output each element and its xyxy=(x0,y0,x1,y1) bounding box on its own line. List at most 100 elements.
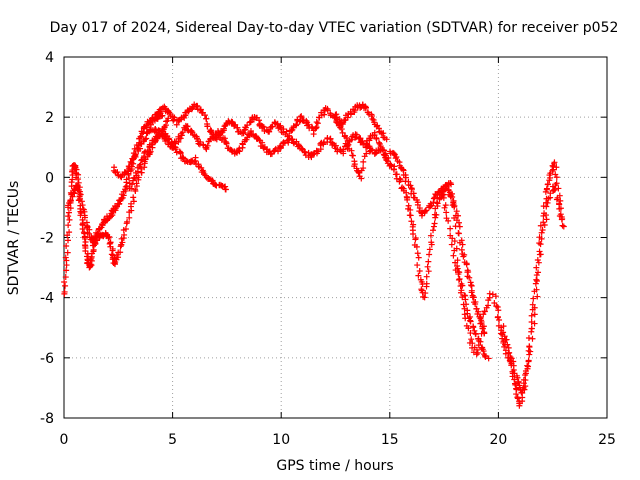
data-point xyxy=(455,230,462,237)
data-point xyxy=(464,310,471,317)
data-point xyxy=(203,115,210,122)
data-point xyxy=(313,119,320,126)
data-point xyxy=(421,208,428,215)
data-point xyxy=(552,181,559,188)
data-point xyxy=(465,325,472,332)
data-point xyxy=(441,204,448,211)
data-point xyxy=(407,206,414,213)
data-point xyxy=(455,212,462,219)
data-point xyxy=(119,239,126,246)
data-point xyxy=(130,198,137,205)
grid-lines xyxy=(64,57,607,418)
data-point xyxy=(343,134,350,141)
data-point xyxy=(61,288,68,295)
data-point xyxy=(62,254,69,261)
data-point xyxy=(456,269,463,276)
data-point xyxy=(530,295,537,302)
data-point xyxy=(67,197,74,204)
data-point xyxy=(66,229,73,236)
data-point xyxy=(535,259,542,266)
data-point xyxy=(501,333,508,340)
data-point xyxy=(133,180,140,187)
x-tick-label: 10 xyxy=(272,432,290,448)
data-point xyxy=(538,229,545,236)
data-point xyxy=(450,252,457,259)
data-point xyxy=(234,124,241,131)
data-point xyxy=(383,157,390,164)
data-point xyxy=(431,211,438,218)
data-point xyxy=(471,327,478,334)
data-point xyxy=(132,186,139,193)
data-point xyxy=(467,282,474,289)
data-point xyxy=(324,107,331,114)
data-point xyxy=(63,257,70,264)
data-point xyxy=(468,336,475,343)
x-tick-label: 15 xyxy=(381,432,399,448)
data-point xyxy=(425,258,432,265)
data-point xyxy=(431,220,438,227)
data-point xyxy=(349,152,356,159)
data-point xyxy=(541,222,548,229)
data-point xyxy=(537,241,544,248)
data-point xyxy=(266,128,273,135)
data-point xyxy=(64,237,71,244)
data-point xyxy=(414,262,421,269)
data-point xyxy=(557,197,564,204)
data-point xyxy=(63,242,70,249)
data-point xyxy=(515,378,522,385)
data-point xyxy=(86,262,93,269)
y-axis-label: SDTVAR / TECUs xyxy=(6,181,22,296)
x-tick-label: 20 xyxy=(489,432,507,448)
data-point xyxy=(415,272,422,279)
data-point xyxy=(489,291,496,298)
data-point xyxy=(430,195,437,202)
data-point xyxy=(358,175,365,182)
data-point xyxy=(451,215,458,222)
data-point xyxy=(528,312,535,319)
data-point xyxy=(549,167,556,174)
data-point xyxy=(204,123,211,130)
data-point xyxy=(193,135,200,142)
data-point xyxy=(543,185,550,192)
data-point xyxy=(148,115,155,122)
data-point xyxy=(268,123,275,130)
data-point xyxy=(114,169,121,176)
data-point xyxy=(463,261,470,268)
data-point xyxy=(506,349,513,356)
data-point xyxy=(414,250,421,257)
data-point xyxy=(485,355,492,362)
data-point xyxy=(152,111,159,118)
data-point xyxy=(345,141,352,148)
data-point xyxy=(535,269,542,276)
data-point xyxy=(478,317,485,324)
data-point xyxy=(456,276,463,283)
data-point xyxy=(450,201,457,208)
data-point xyxy=(482,353,489,360)
data-point xyxy=(175,138,182,145)
y-tick-label: 0 xyxy=(45,170,54,186)
x-tick-label: 25 xyxy=(598,432,616,448)
data-point xyxy=(474,349,481,356)
data-point xyxy=(468,289,475,296)
data-point xyxy=(544,199,551,206)
data-point xyxy=(457,282,464,289)
data-point xyxy=(171,116,178,123)
data-point xyxy=(137,145,144,152)
data-point xyxy=(127,158,134,165)
data-point xyxy=(129,181,136,188)
data-point xyxy=(362,105,369,112)
data-point xyxy=(459,294,466,301)
x-axis-label: GPS time / hours xyxy=(276,458,393,474)
data-points xyxy=(61,101,567,409)
data-point xyxy=(124,218,131,225)
data-point xyxy=(423,207,430,214)
data-point xyxy=(560,223,567,230)
data-point xyxy=(544,181,551,188)
data-point xyxy=(145,147,152,154)
data-point xyxy=(501,343,508,350)
data-point xyxy=(533,286,540,293)
data-point xyxy=(260,124,267,131)
data-point xyxy=(298,145,305,152)
data-point xyxy=(393,154,400,161)
